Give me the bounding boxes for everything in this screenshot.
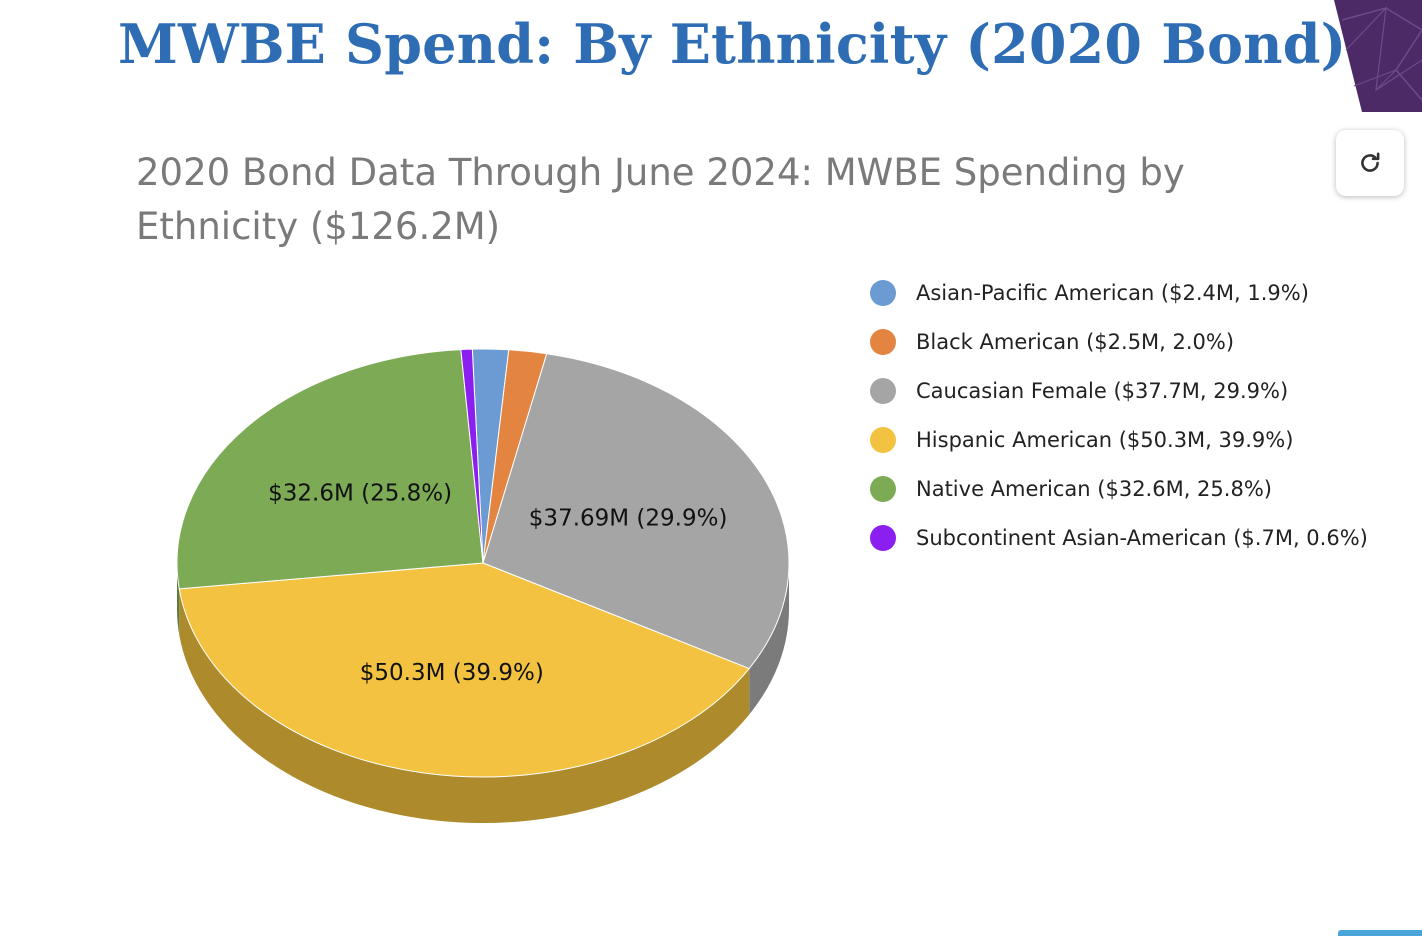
pie-slice bbox=[460, 348, 484, 564]
pie-chart: $37.69M (29.9%) $50.3M (39.9%) $32.6M (25.… bbox=[176, 348, 790, 823]
pie-slice bbox=[178, 562, 750, 778]
pie-slices bbox=[176, 348, 790, 778]
reload-icon bbox=[1361, 152, 1380, 172]
legend-item: Hispanic American ($50.3M, 39.9%) bbox=[870, 415, 1368, 464]
pie-data-label: $32.6M (25.8%) bbox=[268, 480, 452, 506]
legend-swatch bbox=[870, 377, 896, 404]
legend-label: Subcontinent Asian-American ($.7M, 0.6%) bbox=[916, 525, 1368, 550]
legend-item: Asian-Pacific American ($2.4M, 1.9%) bbox=[870, 268, 1368, 317]
chart-legend: Asian-Pacific American ($2.4M, 1.9%) Blac… bbox=[870, 268, 1368, 562]
legend-label: Hispanic American ($50.3M, 39.9%) bbox=[916, 427, 1294, 452]
legend-swatch bbox=[870, 279, 896, 306]
legend-item: Caucasian Female ($37.7M, 29.9%) bbox=[870, 366, 1368, 415]
pie-slice-side bbox=[177, 563, 180, 635]
pie-data-label: $37.69M (29.9%) bbox=[529, 505, 728, 531]
pie-slice bbox=[176, 349, 484, 590]
pie-slice-side bbox=[749, 563, 789, 715]
pie-slice bbox=[482, 353, 790, 670]
legend-swatch bbox=[870, 328, 896, 355]
legend-swatch bbox=[870, 475, 896, 502]
legend-label: Native American ($32.6M, 25.8%) bbox=[916, 476, 1272, 501]
bottom-accent-bar bbox=[1338, 930, 1422, 936]
pie-data-label: $50.3M (39.9%) bbox=[360, 660, 544, 686]
legend-item: Subcontinent Asian-American ($.7M, 0.6%) bbox=[870, 513, 1368, 562]
legend-item: Black American ($2.5M, 2.0%) bbox=[870, 317, 1368, 366]
legend-item: Native American ($32.6M, 25.8%) bbox=[870, 464, 1368, 513]
legend-label: Caucasian Female ($37.7M, 29.9%) bbox=[916, 378, 1289, 403]
pie-sides bbox=[177, 563, 789, 823]
legend-swatch bbox=[870, 524, 896, 551]
legend-label: Asian-Pacific American ($2.4M, 1.9%) bbox=[916, 280, 1309, 305]
pie-slice-side bbox=[179, 588, 750, 823]
legend-label: Black American ($2.5M, 2.0%) bbox=[916, 329, 1235, 354]
chart-title: 2020 Bond Data Through June 2024: MWBE S… bbox=[136, 151, 1185, 248]
corner-decoration bbox=[1334, 0, 1422, 112]
page-title: MWBE Spend: By Ethnicity (2020 Bond) bbox=[118, 12, 1347, 76]
reload-button[interactable] bbox=[1336, 130, 1404, 196]
legend-swatch bbox=[870, 426, 896, 453]
